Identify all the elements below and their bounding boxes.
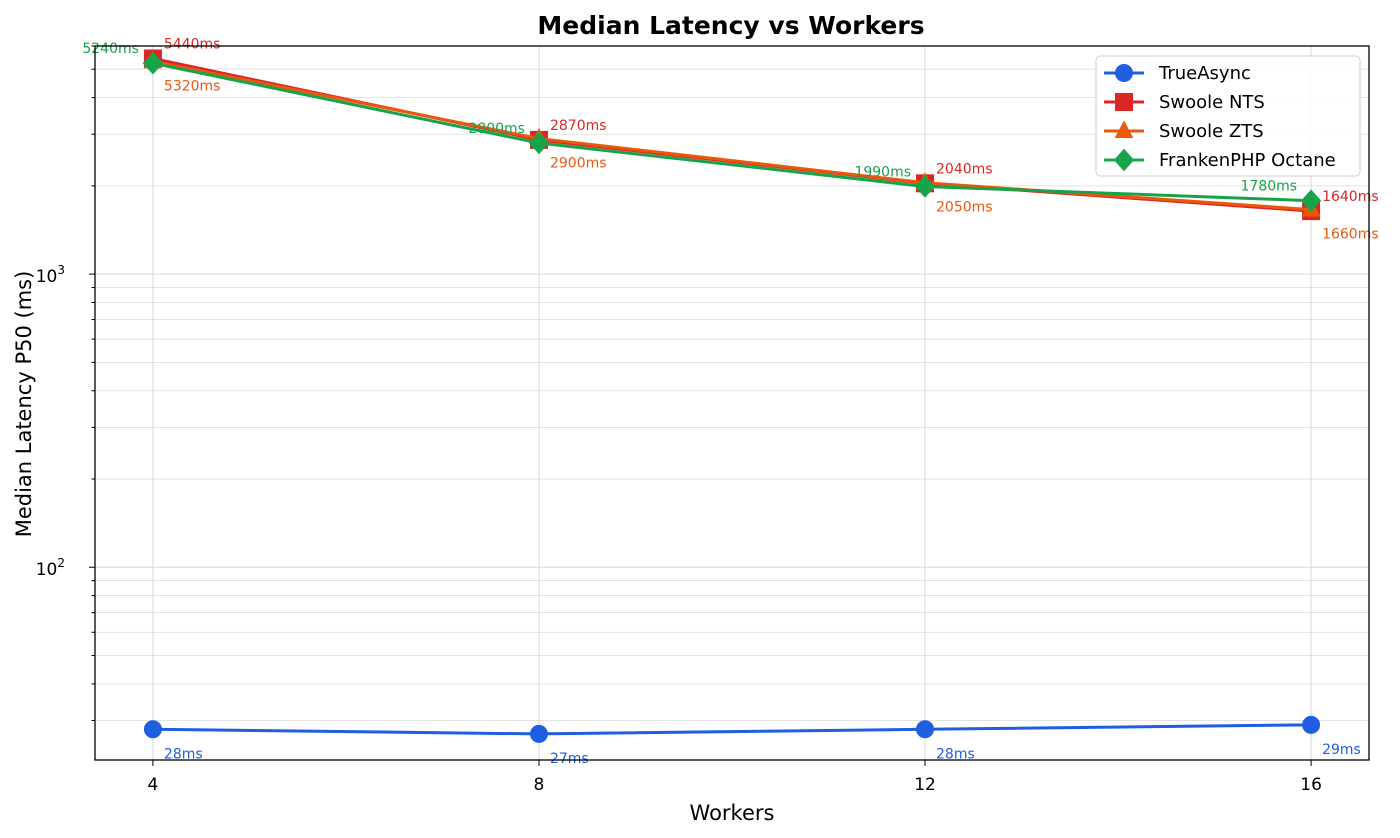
y-tick-exponent: 2 <box>57 556 65 570</box>
data-label-3-1: 2800ms <box>468 121 525 137</box>
data-point-0-0 <box>143 720 162 739</box>
legend-marker-1 <box>1115 93 1133 111</box>
legend-label-2: Swoole ZTS <box>1159 121 1264 142</box>
plot-frame <box>94 45 1370 761</box>
legend-box <box>1095 55 1361 177</box>
data-label-0-0: 28ms <box>164 746 203 762</box>
data-label-2-3: 1660ms <box>1322 227 1379 243</box>
y-tick-label: 102 <box>36 556 65 580</box>
data-point-0-3 <box>1302 715 1321 734</box>
y-tick-exponent: 3 <box>57 263 65 277</box>
y-tick-label: 103 <box>36 263 65 287</box>
data-label-2-2: 2050ms <box>936 200 993 216</box>
data-label-1-0: 5440ms <box>164 36 221 52</box>
data-label-1-2: 2040ms <box>936 161 993 177</box>
data-point-3-0 <box>142 51 164 75</box>
data-point-3-2 <box>914 175 936 198</box>
x-axis-label: Workers <box>690 801 775 825</box>
data-point-3-3 <box>1300 189 1322 212</box>
x-tick-label: 8 <box>534 775 545 795</box>
data-label-2-0: 5320ms <box>164 78 221 94</box>
legend-label-1: Swoole NTS <box>1159 92 1265 113</box>
data-label-3-0: 5240ms <box>82 41 139 57</box>
data-label-0-3: 29ms <box>1322 742 1361 758</box>
data-point-0-1 <box>529 724 548 743</box>
series-layer <box>142 49 1322 743</box>
data-point-3-1 <box>528 131 550 155</box>
chart-title: Median Latency vs Workers <box>537 11 924 40</box>
data-point-0-2 <box>916 720 935 739</box>
y-axis-label: Median Latency P50 (ms) <box>12 271 36 538</box>
data-label-3-2: 1990ms <box>854 164 911 180</box>
x-tick-label: 4 <box>147 775 158 795</box>
legend-marker-0 <box>1115 64 1133 82</box>
y-tick-base: 10 <box>36 267 58 287</box>
legend-marker-2 <box>1114 120 1134 138</box>
legend-marker-3 <box>1113 148 1135 172</box>
series-line-0 <box>152 723 1312 736</box>
data-label-3-3: 1780ms <box>1241 179 1298 195</box>
y-tick-base: 10 <box>36 560 58 580</box>
x-tick-label: 12 <box>914 775 936 795</box>
legend: TrueAsync Swoole NTS Swoole ZTS FrankenPHP … <box>1095 55 1361 177</box>
data-label-layer: 28ms 27ms 28ms 29ms 5440ms 2870ms 2040ms 1640ms… <box>82 36 1378 766</box>
data-label-0-1: 27ms <box>550 751 589 767</box>
series-line-2 <box>152 59 1312 212</box>
series-line-3 <box>152 61 1312 203</box>
data-label-0-2: 28ms <box>936 746 975 762</box>
data-label-2-1: 2900ms <box>550 156 607 172</box>
x-tick-label: 16 <box>1300 775 1322 795</box>
data-label-1-1: 2870ms <box>550 118 607 134</box>
legend-label-3: FrankenPHP Octane <box>1159 150 1336 171</box>
data-label-1-3: 1640ms <box>1322 189 1379 205</box>
legend-label-0: TrueAsync <box>1158 63 1251 84</box>
